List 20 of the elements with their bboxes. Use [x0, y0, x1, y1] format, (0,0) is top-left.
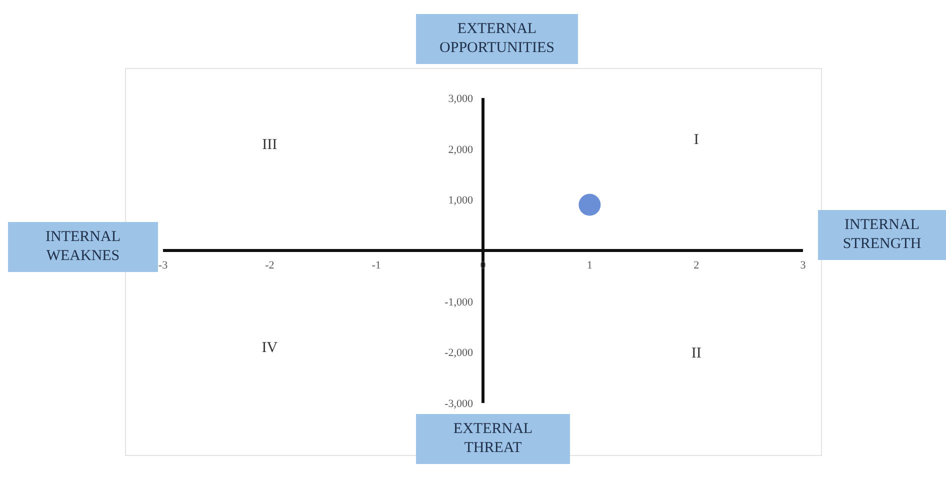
text: EXTERNAL OPPORTUNITIES: [416, 14, 578, 64]
annotation: I: [694, 132, 699, 148]
text: EXTERNAL THREAT: [416, 414, 570, 464]
y-tick-label: -3,000: [444, 398, 474, 410]
y-tick-label: -1,000: [444, 296, 474, 308]
text: INTERNAL WEAKNES: [8, 222, 158, 272]
x-tick-label: 2: [694, 260, 700, 272]
x-tick-label: -1: [372, 260, 381, 272]
y-tick-label: 1,000: [448, 194, 474, 207]
x-tick-label: -2: [265, 260, 274, 272]
annotation: IV: [262, 340, 278, 356]
x-tick-label: 1: [586, 260, 592, 272]
y-tick-label: 2,000: [448, 144, 474, 156]
y-tick-label: 3,000: [448, 93, 474, 105]
annotation: II: [691, 345, 702, 362]
x-tick-label: 3: [800, 260, 806, 272]
text: INTERNAL STRENGTH: [818, 210, 946, 260]
y-tick-label: -2,000: [444, 347, 474, 360]
annotation: III: [262, 136, 278, 153]
x-tick-label: -3: [158, 260, 168, 272]
